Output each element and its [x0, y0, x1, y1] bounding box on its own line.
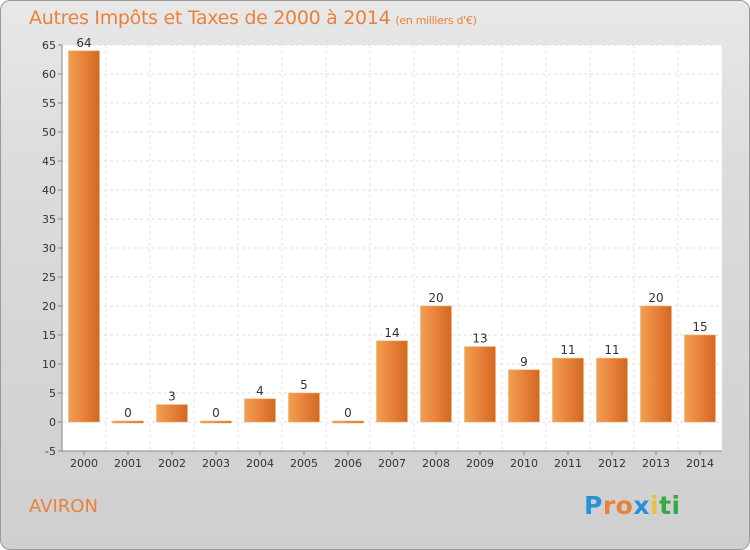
bars — [68, 50, 716, 424]
y-tick-label: 35 — [42, 213, 56, 226]
logo-letter: r — [602, 491, 616, 520]
bar-2014 — [684, 334, 716, 423]
proxiti-logo: Proxiti — [584, 491, 681, 520]
x-tick-label: 2005 — [290, 457, 318, 470]
bar-2011 — [552, 357, 584, 423]
x-tick-label: 2001 — [114, 457, 142, 470]
x-tick-label: 2008 — [422, 457, 450, 470]
x-tick-label: 2003 — [202, 457, 230, 470]
y-tick-label: 60 — [42, 68, 56, 81]
bar-2012 — [596, 357, 628, 423]
bar-2000 — [68, 50, 100, 423]
logo-letter: i — [671, 491, 681, 520]
data-label: 11 — [560, 343, 575, 357]
x-tick-label: 2002 — [158, 457, 186, 470]
y-tick-label: -5 — [45, 445, 56, 458]
data-label: 3 — [168, 390, 176, 404]
y-tick-label: 50 — [42, 126, 56, 139]
title-text: Autres Impôts et Taxes de 2000 à 2014 — [29, 7, 391, 29]
y-tick-label: 5 — [49, 387, 56, 400]
bar-2002 — [156, 404, 188, 423]
y-tick-label: 45 — [42, 155, 56, 168]
chart-subtitle: (en milliers d'€) — [395, 14, 477, 27]
logo-letter: t — [659, 491, 672, 520]
x-tick-label: 2004 — [246, 457, 274, 470]
bar-2009 — [464, 346, 496, 423]
bar-2006 — [332, 420, 364, 424]
logo-letter: o — [615, 491, 634, 520]
bar-2003 — [200, 420, 232, 424]
commune-name: AVIRON — [29, 496, 98, 517]
x-tick-label: 2006 — [334, 457, 362, 470]
data-label: 13 — [472, 332, 487, 346]
data-labels: 64 0 3 0 4 5 0 14 20 13 9 11 11 20 15 — [76, 36, 707, 420]
logo-letter: i — [650, 491, 660, 520]
data-label: 0 — [124, 406, 132, 420]
y-tick-label: 65 — [42, 39, 56, 52]
data-label: 4 — [256, 384, 264, 398]
bar-2013 — [640, 305, 672, 423]
x-tick-label: 2012 — [598, 457, 626, 470]
data-label: 0 — [212, 406, 220, 420]
x-tick-label: 2014 — [686, 457, 714, 470]
data-label: 20 — [428, 291, 443, 305]
x-tick-label: 2011 — [554, 457, 582, 470]
bar-2001 — [112, 420, 144, 424]
data-label: 0 — [344, 406, 352, 420]
bar-2007 — [376, 340, 408, 423]
logo-letter: x — [633, 491, 650, 520]
y-tick-label: 25 — [42, 271, 56, 284]
bar-2010 — [508, 369, 540, 423]
data-label: 9 — [520, 355, 528, 369]
y-tick-label: 20 — [42, 300, 56, 313]
data-label: 11 — [604, 343, 619, 357]
data-label: 15 — [692, 320, 707, 334]
x-tick-label: 2007 — [378, 457, 406, 470]
bar-2005 — [288, 392, 320, 423]
data-label: 14 — [384, 326, 399, 340]
logo-letter: P — [584, 491, 603, 520]
y-tick-label: 55 — [42, 97, 56, 110]
y-tick-label: 10 — [42, 358, 56, 371]
x-tick-label: 2013 — [642, 457, 670, 470]
data-label: 64 — [76, 36, 91, 50]
x-tick-label: 2010 — [510, 457, 538, 470]
y-tick-label: 30 — [42, 242, 56, 255]
y-tick-label: 15 — [42, 329, 56, 342]
y-tick-label: 0 — [49, 416, 56, 429]
bar-2008 — [420, 305, 452, 423]
y-tick-label: 40 — [42, 184, 56, 197]
data-label: 5 — [300, 378, 308, 392]
x-tick-label: 2000 — [70, 457, 98, 470]
chart-title: Autres Impôts et Taxes de 2000 à 2014 (en… — [29, 7, 477, 29]
data-label: 20 — [648, 291, 663, 305]
x-tick-label: 2009 — [466, 457, 494, 470]
bar-2004 — [244, 398, 276, 423]
